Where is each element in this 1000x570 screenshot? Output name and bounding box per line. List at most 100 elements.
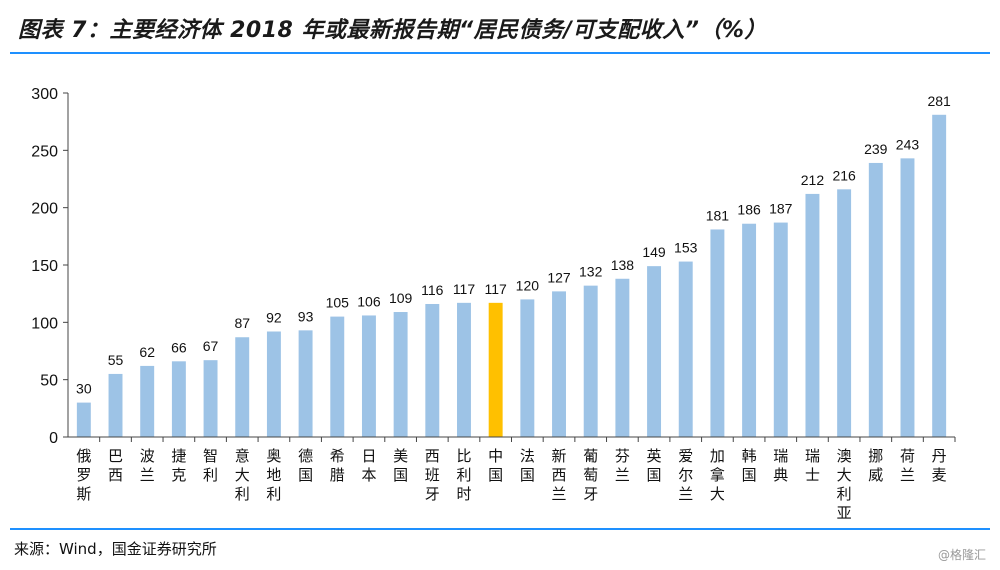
data-label-5: 87 <box>234 315 250 331</box>
bar-21 <box>742 223 757 437</box>
bar-15 <box>552 291 566 437</box>
bar-8 <box>330 316 345 437</box>
bar-19 <box>678 261 693 437</box>
data-label-17: 138 <box>611 257 635 273</box>
x-tick-label-9: 日本 <box>361 447 376 484</box>
bar-9 <box>361 315 376 437</box>
x-tick-label-3: 捷克 <box>171 447 186 484</box>
data-label-6: 92 <box>266 310 282 326</box>
data-label-25: 239 <box>864 141 888 157</box>
bar-12 <box>457 302 471 437</box>
bar-5 <box>235 337 250 437</box>
data-label-18: 149 <box>642 244 666 260</box>
chart-title: 图表 7：主要经济体 2018 年或最新报告期“居民债务/可支配收入”（%） <box>18 18 767 43</box>
data-label-16: 132 <box>579 264 603 280</box>
data-label-22: 187 <box>769 201 793 217</box>
data-label-26: 243 <box>896 136 920 152</box>
x-tick-label-20: 加拿大 <box>710 447 725 503</box>
y-tick-label: 300 <box>31 86 58 103</box>
watermark: @格隆汇 <box>937 548 986 562</box>
bar-4 <box>203 360 218 437</box>
y-axis: 0 50 100 150 200 250 300 <box>31 86 69 447</box>
x-tick-label-1: 巴西 <box>108 447 123 484</box>
data-label-21: 186 <box>737 202 761 218</box>
bar-3 <box>171 361 186 437</box>
x-tick-label-15: 新西兰 <box>552 447 567 503</box>
bar-26 <box>900 158 915 438</box>
bar-14 <box>520 299 535 437</box>
x-tick-label-19: 爱尔兰 <box>678 447 693 503</box>
data-label-24: 216 <box>832 167 856 183</box>
bar-24 <box>837 189 852 437</box>
x-tick-label-11: 西班牙 <box>425 447 440 503</box>
data-label-3: 66 <box>171 339 187 355</box>
y-tick-label: 0 <box>49 430 58 447</box>
x-tick-label-5: 意大利 <box>235 447 250 503</box>
data-label-0: 30 <box>76 381 92 397</box>
bar-1 <box>108 373 123 437</box>
bar-7 <box>298 330 313 437</box>
title-divider <box>10 52 990 54</box>
data-label-8: 105 <box>326 295 350 311</box>
bar-22 <box>773 222 788 437</box>
x-tick-label-10: 美国 <box>393 447 408 484</box>
y-tick-label: 200 <box>31 201 58 218</box>
footer-divider <box>10 528 990 530</box>
x-tick-label-14: 法国 <box>520 447 535 484</box>
y-tick-label: 50 <box>40 373 58 390</box>
x-tick-label-22: 瑞典 <box>773 447 788 484</box>
x-tick-label-21: 韩国 <box>742 447 757 484</box>
data-label-13: 117 <box>484 281 507 297</box>
data-label-12: 117 <box>453 281 476 297</box>
source-note: 来源：Wind，国金证券研究所 <box>14 540 217 558</box>
x-tick-label-7: 德国 <box>298 447 313 484</box>
data-label-11: 116 <box>421 282 444 298</box>
data-label-9: 106 <box>357 293 381 309</box>
bar-series <box>76 114 947 438</box>
data-label-14: 120 <box>516 277 540 293</box>
y-tick-label: 100 <box>31 315 58 332</box>
bar-6 <box>266 331 281 437</box>
y-tick-label: 150 <box>31 258 58 275</box>
bar-13 <box>488 302 503 437</box>
data-label-2: 62 <box>139 344 155 360</box>
data-labels: 30 55 62 66 67 87 92 93 105 106 109 116 117 117 120 127… <box>76 93 951 397</box>
bar-17 <box>615 278 630 437</box>
data-label-19: 153 <box>674 240 698 256</box>
bar-18 <box>647 266 662 437</box>
x-tick-label-27: 丹麦 <box>932 447 947 484</box>
bar-11 <box>425 303 440 437</box>
x-tick-label-12: 比利时 <box>456 447 471 503</box>
y-tick-label: 250 <box>31 143 58 160</box>
bar-16 <box>583 285 598 437</box>
bar-25 <box>868 162 883 437</box>
x-tick-label-26: 荷兰 <box>900 447 915 484</box>
x-tick-label-18: 英国 <box>647 447 662 484</box>
x-tick-label-23: 瑞士 <box>805 447 820 484</box>
x-tick-label-13: 中国 <box>488 447 503 484</box>
data-label-7: 93 <box>298 308 314 324</box>
bar-27 <box>932 114 947 437</box>
data-label-10: 109 <box>389 290 413 306</box>
x-tick-label-2: 波兰 <box>140 447 155 484</box>
x-tick-label-17: 芬兰 <box>615 447 630 484</box>
bar-chart: 0 50 100 150 200 250 300 30 55 62 66 67 87 92 93 105 10… <box>31 86 956 522</box>
data-label-23: 212 <box>801 172 825 188</box>
data-label-1: 55 <box>108 352 124 368</box>
data-label-4: 67 <box>203 338 219 354</box>
x-tick-label-0: 俄罗斯 <box>76 447 91 503</box>
data-label-15: 127 <box>547 269 571 285</box>
data-label-20: 181 <box>706 207 730 223</box>
bar-20 <box>710 229 725 437</box>
x-tick-label-6: 奥地利 <box>266 447 281 503</box>
bar-0 <box>76 402 91 437</box>
x-tick-label-25: 挪威 <box>868 447 883 484</box>
data-label-27: 281 <box>927 93 951 109</box>
bar-23 <box>805 193 820 437</box>
bar-2 <box>140 365 155 437</box>
x-tick-label-4: 智利 <box>203 447 218 484</box>
x-tick-label-24: 澳大利亚 <box>837 447 852 522</box>
x-tick-label-8: 希腊 <box>330 447 345 484</box>
x-tick-label-16: 葡萄牙 <box>583 447 598 503</box>
